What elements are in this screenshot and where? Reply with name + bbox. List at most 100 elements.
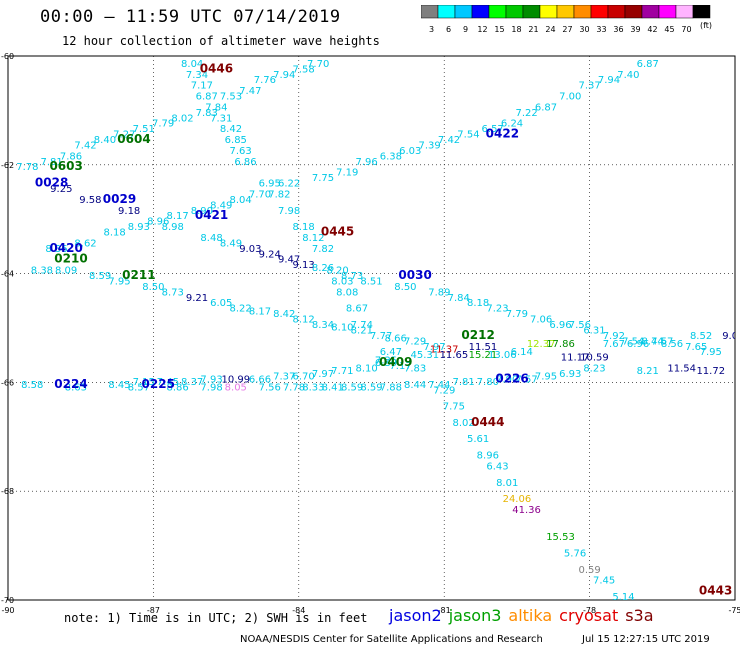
wave-height-value: 7.82 xyxy=(268,189,290,200)
colorbar-label: 15 xyxy=(494,25,504,34)
wave-height-value: 15.53 xyxy=(546,532,575,543)
wave-height-value: 9.21 xyxy=(186,293,208,304)
wave-height-value: 7.65 xyxy=(685,342,707,353)
wave-height-value: 8.96 xyxy=(477,451,499,462)
lat-tick-label: -70 xyxy=(1,596,14,605)
lon-tick-label: -78 xyxy=(583,606,596,615)
pass-time-label: 0421 xyxy=(195,208,228,222)
colorbar-label: 21 xyxy=(528,25,538,34)
wave-height-value: 7.84 xyxy=(205,102,227,113)
wave-height-value: 8.42 xyxy=(220,124,242,135)
wave-height-value: 7.29 xyxy=(433,385,455,396)
pass-time-label: 0420 xyxy=(49,241,82,255)
pass-time-label: 0444 xyxy=(471,415,504,429)
legend-item-altika: altika xyxy=(508,606,553,625)
wave-height-value: 8.50 xyxy=(142,282,164,293)
wave-height-value: 7.53 xyxy=(220,92,242,103)
colorbar-units: (ft) xyxy=(700,21,713,30)
wave-height-value: 10.59 xyxy=(580,353,609,364)
wave-height-value: 7.75 xyxy=(443,402,465,413)
wave-height-value: 7.47 xyxy=(239,86,261,97)
wave-height-value: 6.87 xyxy=(637,59,659,70)
wave-height-value: 8.56 xyxy=(661,339,683,350)
wave-height-value: 7.54 xyxy=(457,130,479,141)
wave-height-value: 10.99 xyxy=(221,374,250,385)
wave-height-value: 7.71 xyxy=(331,366,353,377)
wave-height-value: 13.06 xyxy=(488,350,517,361)
wave-height-value: 8.63 xyxy=(65,383,87,394)
colorbar-label: 42 xyxy=(647,25,657,34)
wave-height-value: 6.85 xyxy=(225,135,247,146)
wave-height-value: 9.58 xyxy=(79,195,101,206)
wave-height-value: 6.38 xyxy=(380,151,402,162)
wave-height-value: 7.83 xyxy=(196,108,218,119)
wave-height-value: 24.06 xyxy=(503,494,532,505)
wave-height-value: 8.42 xyxy=(273,309,295,320)
wave-height-value: 8.17 xyxy=(249,306,271,317)
colorbar-label: 12 xyxy=(477,25,487,34)
lon-tick-label: -87 xyxy=(147,606,160,615)
wave-height-value: 7.51 xyxy=(133,124,155,135)
wave-height-value: 7.67 xyxy=(603,339,625,350)
wave-height-value: 15.21 xyxy=(469,350,498,361)
wave-height-value: 6.05 xyxy=(210,298,232,309)
wave-height-value: 8.20 xyxy=(326,266,348,277)
wave-height-value: 8.12 xyxy=(293,315,315,326)
wave-height-value: 7.90 xyxy=(496,374,518,385)
wave-height-value: 7.78 xyxy=(16,162,38,173)
wave-height-value: 8.57 xyxy=(128,383,150,394)
wave-height-value: 6.30 xyxy=(375,358,397,369)
wave-height-value: 7.94 xyxy=(598,75,620,86)
wave-height-value: 6.93 xyxy=(559,369,581,380)
colorbar-label: 70 xyxy=(681,25,691,34)
wave-height-value: 5.61 xyxy=(467,434,489,445)
lon-tick-label: -75 xyxy=(728,606,740,615)
wave-height-value: 7.37 xyxy=(578,81,600,92)
pass-time-label: 0604 xyxy=(117,132,150,146)
pass-time-label: 0443 xyxy=(699,584,732,598)
wave-height-value: 6.86 xyxy=(234,157,256,168)
wave-height-value: 8.49 xyxy=(210,200,232,211)
colorbar-label: 3 xyxy=(429,25,434,34)
wave-height-value: 7.80 xyxy=(477,377,499,388)
pass-time-label: 0210 xyxy=(54,252,87,266)
wave-height-value: 8.12 xyxy=(302,233,324,244)
wave-height-value: 7.83 xyxy=(404,364,426,375)
footer-timestamp: Jul 15 12:27:15 UTC 2019 xyxy=(582,634,710,645)
wave-height-value: 8.21 xyxy=(351,325,373,336)
wave-height-value: 6.96 xyxy=(627,339,649,350)
wave-height-value: 8.10 xyxy=(356,364,378,375)
wave-height-value: 7.23 xyxy=(486,304,508,315)
colorbar-label: 45 xyxy=(664,25,674,34)
wave-height-value: 7.84 xyxy=(448,293,470,304)
lon-tick-label: -90 xyxy=(1,606,14,615)
wave-height-value: 7.76 xyxy=(254,75,276,86)
map-subtitle: 12 hour collection of altimeter wave hei… xyxy=(62,34,380,48)
wave-height-value: 7.34 xyxy=(186,70,208,81)
wave-height-value: 7.63 xyxy=(230,146,252,157)
wave-height-value: 7.97 xyxy=(423,342,445,353)
colorbar-label: 6 xyxy=(446,25,451,34)
wave-height-value: 7.97 xyxy=(312,369,334,380)
pass-time-label: 0409 xyxy=(379,355,412,369)
wave-height-value: 8.26 xyxy=(312,263,334,274)
footer-credit: NOAA/NESDIS Center for Satellite Applica… xyxy=(240,634,543,645)
pass-time-label: 0028 xyxy=(35,176,68,190)
wave-height-value: 7.95 xyxy=(535,372,557,383)
wave-height-value: 7.42 xyxy=(438,135,460,146)
pass-time-label: 0211 xyxy=(122,268,155,282)
wave-height-value: 41.36 xyxy=(512,505,541,516)
wave-height-value: 6.43 xyxy=(486,461,508,472)
wave-height-value: 7.98 xyxy=(278,206,300,217)
wave-height-value: 7.37 xyxy=(273,372,295,383)
wave-height-value: 11.54 xyxy=(667,364,696,375)
wave-height-value: 8.34 xyxy=(312,320,334,331)
legend-item-jason3: jason3 xyxy=(448,606,502,625)
pass-time-label: 0224 xyxy=(54,377,87,391)
wave-height-value: 8.96 xyxy=(147,217,169,228)
wave-height-value: 8.10 xyxy=(331,323,353,334)
wave-height-value: 6.85 xyxy=(651,48,673,59)
wave-height-value: 7.56 xyxy=(259,383,281,394)
wave-height-value: 7.95 xyxy=(108,276,130,287)
